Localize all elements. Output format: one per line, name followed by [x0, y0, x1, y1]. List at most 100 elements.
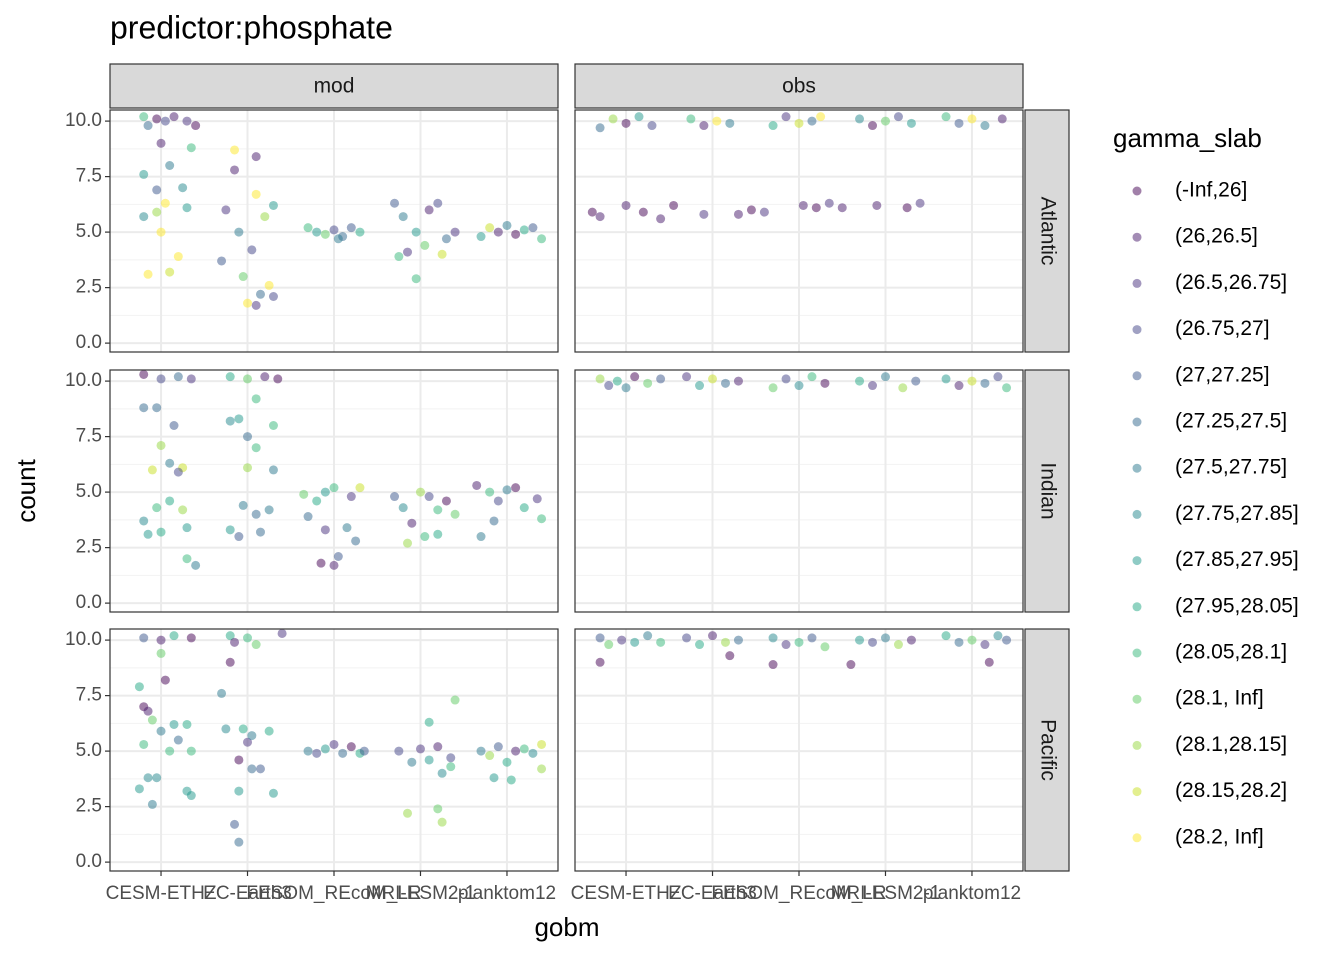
point — [794, 118, 804, 128]
legend-swatch — [1132, 232, 1142, 242]
legend-label: (28.05,28.1] — [1175, 641, 1287, 664]
point — [906, 635, 916, 645]
point — [139, 633, 149, 643]
point — [941, 374, 951, 384]
point — [186, 791, 196, 801]
point — [273, 374, 283, 384]
point — [511, 746, 521, 756]
point — [415, 487, 425, 497]
point — [733, 376, 743, 386]
point — [824, 198, 834, 208]
point — [355, 227, 365, 237]
point — [816, 112, 826, 122]
point — [251, 300, 261, 310]
point — [980, 378, 990, 388]
point — [502, 220, 512, 230]
point — [794, 381, 804, 391]
point — [941, 112, 951, 122]
point — [682, 633, 692, 643]
strip — [574, 63, 1024, 109]
point — [519, 744, 529, 754]
point — [186, 374, 196, 384]
point — [225, 631, 235, 641]
point — [143, 706, 153, 716]
point — [424, 205, 434, 215]
point — [152, 207, 162, 217]
point — [320, 487, 330, 497]
point — [243, 463, 253, 473]
point — [152, 185, 162, 195]
point — [359, 746, 369, 756]
point — [411, 274, 421, 284]
point — [669, 200, 679, 210]
point — [234, 414, 244, 424]
strip-label: Atlantic — [1036, 197, 1059, 266]
point — [485, 487, 495, 497]
point — [178, 505, 188, 515]
point — [437, 249, 447, 259]
strip — [109, 63, 559, 109]
point — [980, 640, 990, 650]
point — [519, 503, 529, 513]
point — [225, 372, 235, 382]
point — [230, 165, 240, 175]
point — [595, 212, 605, 222]
point — [794, 637, 804, 647]
y-tick-label: 10.0 — [65, 370, 102, 391]
point — [268, 291, 278, 301]
point — [403, 808, 413, 818]
point — [221, 205, 231, 215]
x-tick-label: FESOM_REcoM_LR — [711, 883, 886, 904]
x-tick-label: FESOM_REcoM_LR — [246, 883, 421, 904]
point — [186, 746, 196, 756]
strip — [1024, 109, 1070, 353]
point — [147, 799, 157, 809]
point — [390, 198, 400, 208]
y-tick-label: 7.5 — [76, 166, 102, 187]
point — [255, 764, 265, 774]
point — [182, 719, 192, 729]
point — [433, 529, 443, 539]
point — [476, 532, 486, 542]
point — [251, 443, 261, 453]
point — [260, 372, 270, 382]
point — [647, 121, 657, 131]
point — [898, 383, 908, 393]
panel-border — [109, 369, 559, 613]
point — [493, 496, 503, 506]
point — [147, 715, 157, 725]
point — [303, 746, 313, 756]
point — [407, 518, 417, 528]
point — [708, 631, 718, 641]
point — [506, 775, 516, 785]
legend-swatch — [1132, 325, 1142, 335]
point — [165, 496, 175, 506]
point — [143, 121, 153, 131]
point — [537, 764, 547, 774]
x-axis-title: gobm — [534, 912, 599, 942]
point — [708, 374, 718, 384]
point — [893, 640, 903, 650]
point — [173, 372, 183, 382]
point — [320, 229, 330, 239]
legend-title: gamma_slab — [1113, 123, 1262, 153]
point — [143, 529, 153, 539]
point — [147, 465, 157, 475]
legend-label: (27.85,27.95] — [1175, 548, 1299, 571]
point — [855, 114, 865, 124]
point — [169, 631, 179, 641]
point — [511, 483, 521, 493]
point — [712, 116, 722, 126]
point — [230, 637, 240, 647]
point — [855, 376, 865, 386]
y-axis-title: count — [11, 458, 41, 522]
point — [165, 267, 175, 277]
strip — [1024, 369, 1070, 613]
chart-title: predictor:phosphate — [110, 9, 393, 45]
point — [595, 374, 605, 384]
point — [398, 503, 408, 513]
point — [621, 383, 631, 393]
point — [251, 509, 261, 519]
legend-label: (27.95,28.05] — [1175, 594, 1299, 617]
point — [255, 527, 265, 537]
